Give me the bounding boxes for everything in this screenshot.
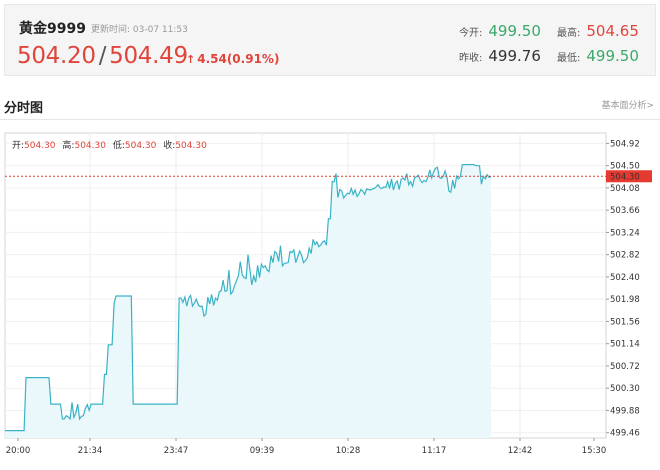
current-price-tag-bg [606, 170, 652, 183]
y-tick-label: 499.46 [610, 429, 640, 439]
y-tick-label: 502.40 [610, 273, 640, 283]
y-tick-label: 503.66 [610, 206, 640, 216]
y-tick-label: 501.56 [610, 317, 640, 327]
open-label: 今开: [459, 28, 483, 39]
y-tick-label: 501.98 [610, 295, 640, 305]
y-tick-label: 503.24 [610, 228, 640, 238]
x-tick-label: 23:47 [164, 446, 189, 456]
low-label: 最低: [557, 53, 581, 64]
price-main: 504.20/504.49 [17, 42, 188, 70]
legend-close-value: 504.30 [175, 141, 207, 151]
legend-high-value: 504.30 [74, 141, 106, 151]
price-area [5, 164, 491, 438]
y-axis: 504.92 504.50 504.08 503.66 503.24 502.82 502.… [606, 139, 640, 439]
x-tick-label: 20:00 [6, 446, 31, 456]
prev-close-value: 499.76 [488, 47, 541, 65]
current-price-tag: 504.30 [606, 170, 652, 183]
section-title: 分时图 [4, 101, 44, 116]
stat-prev-close: 昨收: 499.76 [459, 46, 541, 65]
low-value: 499.50 [586, 47, 639, 65]
legend-open-label: 开: [12, 140, 24, 151]
legend-close-label: 收: [163, 139, 175, 151]
update-time: 更新时间: 03-07 11:53 [91, 22, 188, 35]
high-label: 最高: [557, 28, 581, 39]
legend-low-label: 低: [113, 139, 125, 151]
symbol-name: 黄金9999 [19, 21, 86, 37]
y-tick-label: 500.30 [610, 384, 640, 394]
ask-price: 504.49 [109, 43, 188, 69]
y-tick-label: 504.08 [610, 184, 640, 194]
stat-open: 今开: 499.50 [459, 21, 541, 40]
x-tick-label: 15:30 [582, 446, 607, 456]
x-axis: 20:00 21:34 23:47 09:39 10:28 11:17 12:42 15:30 [6, 438, 607, 456]
y-tick-label: 504.50 [610, 162, 640, 172]
arrow-up-icon: ↑ [186, 53, 196, 66]
stat-low: 最低: 499.50 [557, 46, 639, 65]
fundamental-analysis-link[interactable]: 基本面分析> [601, 101, 654, 111]
y-tick-label: 504.92 [610, 139, 640, 149]
price-change: ↑ 4.54(0.91%) [186, 52, 279, 66]
ohlc-legend: 开:504.30 高:504.30 低:504.30 收:504.30 [12, 139, 207, 151]
x-tick-label: 12:42 [508, 446, 533, 456]
y-tick-label: 500.72 [610, 362, 640, 372]
prev-close-label: 昨收: [459, 53, 483, 64]
y-tick-label: 502.82 [610, 251, 640, 261]
legend-high-label: 高: [62, 139, 74, 151]
x-tick-label: 11:17 [422, 446, 447, 456]
x-tick-label: 09:39 [250, 446, 275, 456]
legend-low-value: 504.30 [125, 141, 157, 151]
change-value: 4.54(0.91%) [197, 52, 280, 66]
update-label: 更新时间: [91, 25, 131, 35]
y-tick-label: 501.14 [610, 340, 640, 350]
y-tick-label: 499.88 [610, 406, 640, 416]
high-value: 504.65 [586, 22, 639, 40]
current-price-tag-label: 504.30 [610, 172, 640, 182]
legend-open-value: 504.30 [24, 141, 56, 151]
divider [0, 119, 660, 120]
x-tick-label: 10:28 [336, 446, 361, 456]
price-line [5, 163, 492, 432]
price-separator: / [98, 43, 107, 69]
last-price: 504.20 [17, 43, 96, 69]
stat-high: 最高: 504.65 [557, 21, 639, 40]
update-time-value: 03-07 11:53 [132, 25, 188, 35]
intraday-chart[interactable]: 504.92 504.50 504.08 503.66 503.24 502.82 502.… [0, 128, 660, 464]
quote-header: 黄金9999 更新时间: 03-07 11:53 504.20/504.49 ↑… [4, 4, 656, 76]
open-value: 499.50 [488, 22, 541, 40]
x-tick-label: 21:34 [78, 446, 103, 456]
